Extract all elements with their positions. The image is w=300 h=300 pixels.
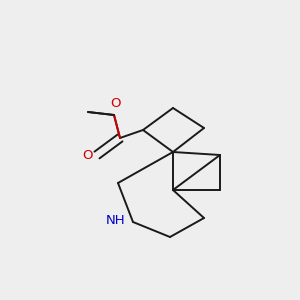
Text: O: O: [82, 148, 92, 161]
Text: NH: NH: [106, 214, 125, 227]
Text: O: O: [110, 97, 121, 110]
